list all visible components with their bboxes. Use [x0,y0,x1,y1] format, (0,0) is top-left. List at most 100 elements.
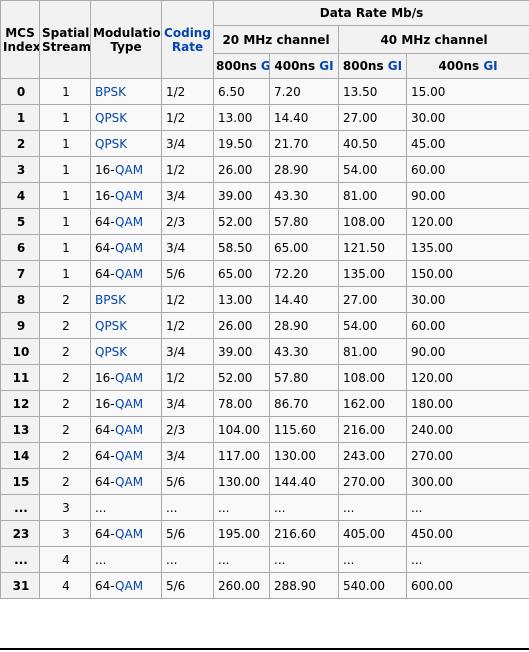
header-data-rate: Data Rate Mb/s [212,0,529,26]
coding-rate-link[interactable]: Coding Rate [164,25,211,54]
modulation-link[interactable]: QPSK [95,344,128,359]
modulation-prefix: 64- [95,474,116,489]
modulation-cell: 64-QAM [90,442,162,469]
coding-rate-cell: 2/3 [161,208,214,235]
modulation-link[interactable]: QPSK [95,110,128,125]
modulation-cell: ... [90,494,162,521]
rate-40mhz-400ns-cell: 30.00 [405,104,529,131]
modulation-link[interactable]: QAM [115,240,144,255]
coding-rate-cell: 5/6 [161,520,214,547]
rate-20mhz-800ns-cell: 39.00 [213,182,270,209]
mcs-index-cell: 5 [0,208,40,235]
spatial-streams-cell: 3 [39,520,91,547]
mcs-index-cell: 14 [0,442,40,469]
mcs-index-cell: 13 [0,416,40,443]
header-gi-col-0: 800ns GI [213,53,270,79]
rate-40mhz-400ns-cell: 240.00 [405,416,529,443]
modulation-link[interactable]: BPSK [95,84,126,99]
modulation-cell: QPSK [90,104,162,131]
rate-40mhz-400ns-cell: 120.00 [405,208,529,235]
rate-20mhz-400ns-cell: 86.70 [269,390,339,417]
rate-40mhz-800ns-cell: 540.00 [338,572,407,599]
table-row: 7 1 64-QAM 5/6 65.00 72.20 135.00 150.00 [0,260,529,287]
spatial-streams-cell: 2 [39,416,91,443]
guard-interval-link[interactable]: GI [261,59,269,73]
modulation-link[interactable]: QAM [115,578,144,593]
rate-40mhz-800ns-cell: 270.00 [338,468,407,495]
modulation-link[interactable]: QPSK [95,136,128,151]
modulation-cell: 64-QAM [90,416,162,443]
table-row: 3 1 16-QAM 1/2 26.00 28.90 54.00 60.00 [0,156,529,183]
rate-40mhz-800ns-cell: 13.50 [338,78,407,105]
rate-40mhz-800ns-cell: 54.00 [338,156,407,183]
modulation-cell: 16-QAM [90,182,162,209]
modulation-prefix: 64- [95,526,116,541]
modulation-link[interactable]: QAM [115,396,144,411]
rate-40mhz-400ns-cell: 90.00 [405,182,529,209]
rate-40mhz-400ns-cell: 150.00 [405,260,529,287]
rate-20mhz-800ns-cell: 195.00 [213,520,270,547]
rate-20mhz-400ns-cell: 28.90 [269,156,339,183]
mcs-index-cell: 6 [0,234,40,261]
modulation-prefix: 64- [95,578,116,593]
table-row: 5 1 64-QAM 2/3 52.00 57.80 108.00 120.00 [0,208,529,235]
rate-20mhz-400ns-cell: 216.60 [269,520,339,547]
modulation-link[interactable]: QPSK [95,318,128,333]
coding-rate-cell: ... [161,494,214,521]
rate-20mhz-800ns-cell: 26.00 [213,312,270,339]
modulation-cell: 64-QAM [90,234,162,261]
modulation-link[interactable]: QAM [115,422,144,437]
header-gi-col-1: 400ns GI [269,53,339,79]
modulation-link[interactable]: QAM [115,214,144,229]
modulation-prefix: 16- [95,370,116,385]
modulation-prefix: ... [95,552,107,567]
mcs-index-cell: 11 [0,364,40,391]
rate-40mhz-800ns-cell: 405.00 [338,520,407,547]
mcs-rate-table: MCS Index Spatial Streams Modulation Typ… [0,0,529,599]
mcs-index-cell: 10 [0,338,40,365]
spatial-streams-cell: 3 [39,494,91,521]
modulation-cell: 64-QAM [90,468,162,495]
guard-interval-link[interactable]: GI [387,59,403,73]
guard-interval-link[interactable]: GI [319,59,334,73]
mcs-index-cell: ... [0,546,40,573]
rate-20mhz-400ns-cell: 130.00 [269,442,339,469]
rate-20mhz-400ns-cell: 65.00 [269,234,339,261]
header-coding-rate[interactable]: Coding Rate [161,0,214,79]
rate-20mhz-800ns-cell: 13.00 [213,286,270,313]
modulation-cell: QPSK [90,312,162,339]
rate-40mhz-800ns-cell: 27.00 [338,104,407,131]
rate-40mhz-400ns-cell: 45.00 [405,130,529,157]
coding-rate-cell: 3/4 [161,234,214,261]
rate-40mhz-800ns-cell: 81.00 [338,182,407,209]
mcs-index-cell: 8 [0,286,40,313]
table-body: 0 1 BPSK 1/2 6.50 7.20 13.50 15.00 1 1 QPSK 1/2 13.0… [0,78,529,599]
coding-rate-cell: 5/6 [161,572,214,599]
rate-20mhz-400ns-cell: 288.90 [269,572,339,599]
modulation-link[interactable]: QAM [115,162,144,177]
rate-20mhz-400ns-cell: 43.30 [269,182,339,209]
header-mcs-index: MCS Index [0,0,40,79]
modulation-link[interactable]: BPSK [95,292,126,307]
modulation-link[interactable]: QAM [115,266,144,281]
rate-20mhz-800ns-cell: 104.00 [213,416,270,443]
modulation-link[interactable]: QAM [115,448,144,463]
spatial-streams-cell: 1 [39,78,91,105]
table-row: 13 2 64-QAM 2/3 104.00 115.60 216.00 240.00 [0,416,529,443]
table-row: 4 1 16-QAM 3/4 39.00 43.30 81.00 90.00 [0,182,529,209]
modulation-cell: 64-QAM [90,208,162,235]
mcs-index-cell: 2 [0,130,40,157]
rate-20mhz-800ns-cell: ... [213,494,270,521]
modulation-link[interactable]: QAM [115,526,144,541]
rate-40mhz-800ns-cell: ... [338,494,407,521]
table-row: 2 1 QPSK 3/4 19.50 21.70 40.50 45.00 [0,130,529,157]
guard-interval-link[interactable]: GI [483,59,498,73]
modulation-link[interactable]: QAM [115,188,144,203]
modulation-link[interactable]: QAM [115,474,144,489]
rate-20mhz-800ns-cell: 19.50 [213,130,270,157]
table-row: 0 1 BPSK 1/2 6.50 7.20 13.50 15.00 [0,78,529,105]
gi-prefix: 400ns [438,59,484,73]
modulation-cell: ... [90,546,162,573]
modulation-link[interactable]: QAM [115,370,144,385]
